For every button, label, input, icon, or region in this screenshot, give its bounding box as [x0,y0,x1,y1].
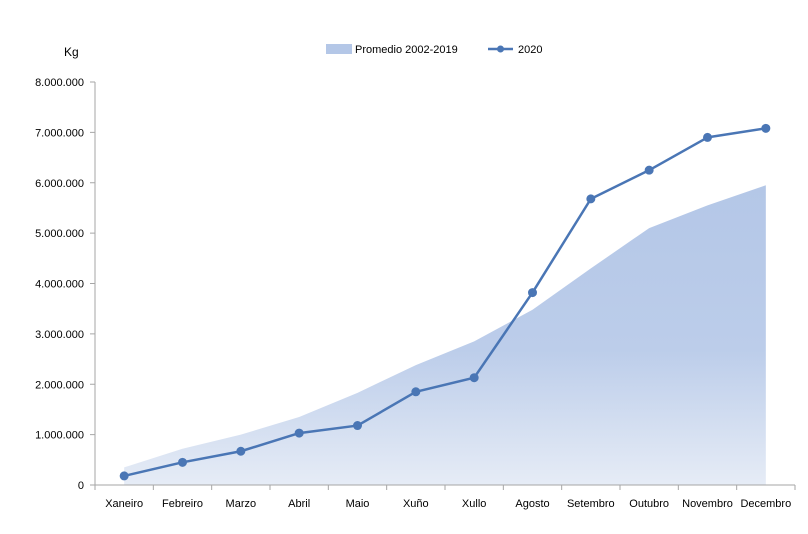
x-tick-label: Xuño [403,498,429,510]
legend-label-area: Promedio 2002-2019 [355,44,458,56]
x-tick-label: Decembro [740,498,791,510]
x-tick-label: Agosto [515,498,549,510]
y-tick-label: 1.000.000 [35,430,84,442]
x-tick-label: Maio [346,498,370,510]
x-tick-label: Outubro [629,498,669,510]
legend-label-line: 2020 [518,44,542,56]
line-point-2020 [236,446,246,456]
x-tick-label: Marzo [226,498,257,510]
y-tick-label: 5.000.000 [35,228,84,240]
line-series-2020 [123,127,767,478]
plot-area: 0 1.000.000 2.000.000 3.000.000 4.000.000 5.0… [35,77,796,510]
x-tick-label: Xaneiro [105,498,143,510]
y-tick-label: 8.000.000 [35,77,84,89]
x-tick-label: Novembro [682,498,733,510]
legend-swatch-area [326,44,352,54]
legend-swatch-marker [497,45,504,53]
x-tick-label: Xullo [462,498,486,510]
line-point-2020 [353,421,362,431]
line-point-2020 [703,132,712,142]
line-point-2020 [644,165,654,175]
line-point-2020 [294,428,304,438]
y-tick-label: 7.000.000 [35,127,84,139]
area-series-promedio [124,185,766,486]
y-tick-label: 6.000.000 [35,178,84,190]
line-point-2020 [528,288,537,298]
x-tick-label: Setembro [567,498,615,510]
line-point-2020 [119,471,129,481]
line-point-2020 [178,457,187,467]
y-tick-label: 3.000.000 [35,329,84,341]
y-axis-unit-label: Kg [64,45,79,59]
x-tick-label: Abril [288,498,310,510]
line-point-2020 [469,373,479,383]
line-point-2020 [411,387,421,397]
line-point-2020 [761,123,771,133]
y-tick-label: 2.000.000 [35,379,84,391]
x-tick-label: Febreiro [162,498,203,510]
y-tick-label: 0 [78,480,84,492]
y-tick-label: 4.000.000 [35,279,84,291]
line-point-2020 [586,194,596,204]
legend: Promedio 2002-2019 2020 [326,44,542,56]
